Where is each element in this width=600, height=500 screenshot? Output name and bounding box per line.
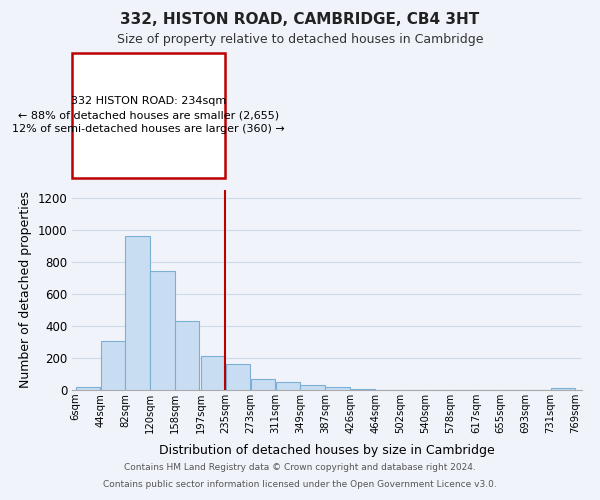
Bar — [76, 387, 100, 390]
Bar — [551, 388, 575, 390]
Bar — [325, 387, 350, 390]
Y-axis label: Number of detached properties: Number of detached properties — [19, 192, 32, 388]
Bar — [101, 340, 125, 390]
Text: Size of property relative to detached houses in Cambridge: Size of property relative to detached ho… — [117, 32, 483, 46]
Bar — [226, 364, 250, 390]
Text: Contains public sector information licensed under the Open Government Licence v3: Contains public sector information licen… — [103, 480, 497, 489]
Bar — [351, 388, 375, 390]
Bar — [201, 356, 225, 390]
Text: 332, HISTON ROAD, CAMBRIDGE, CB4 3HT: 332, HISTON ROAD, CAMBRIDGE, CB4 3HT — [121, 12, 479, 28]
Text: Contains HM Land Registry data © Crown copyright and database right 2024.: Contains HM Land Registry data © Crown c… — [124, 464, 476, 472]
Bar — [151, 271, 175, 390]
Bar — [125, 236, 149, 390]
Bar — [175, 321, 199, 390]
X-axis label: Distribution of detached houses by size in Cambridge: Distribution of detached houses by size … — [159, 444, 495, 458]
Bar — [275, 382, 300, 390]
Text: 332 HISTON ROAD: 234sqm
← 88% of detached houses are smaller (2,655)
12% of semi: 332 HISTON ROAD: 234sqm ← 88% of detache… — [13, 96, 285, 134]
Bar — [251, 379, 275, 390]
Bar — [301, 385, 325, 390]
